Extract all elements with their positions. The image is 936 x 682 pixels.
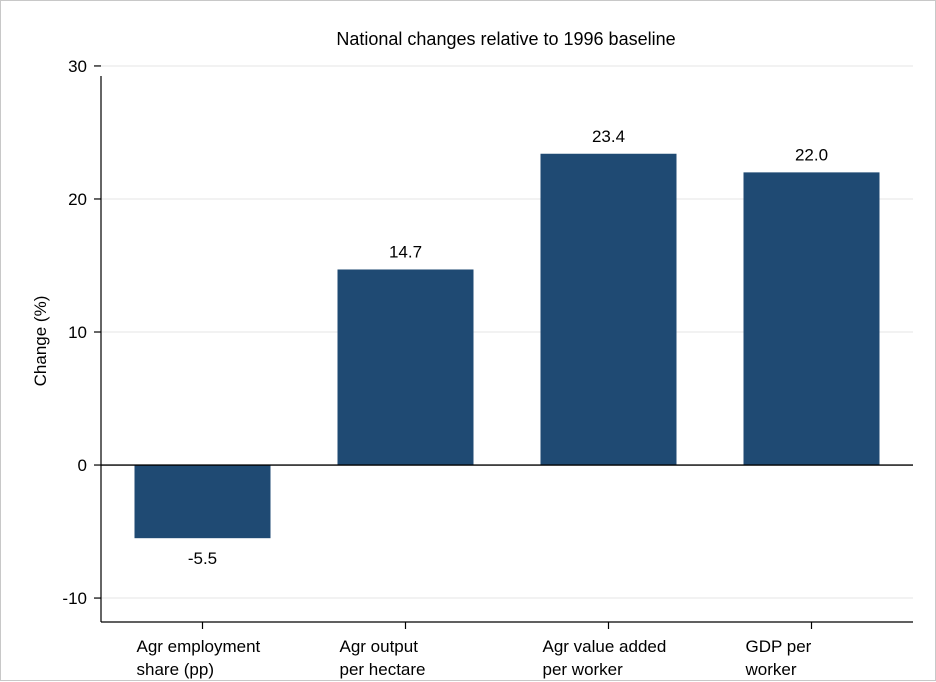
y-tick-label: 30 bbox=[68, 57, 87, 76]
bar bbox=[540, 153, 677, 466]
y-tick-label: -10 bbox=[62, 589, 87, 608]
x-tick-label: Agr value added bbox=[543, 637, 667, 656]
chart-title: National changes relative to 1996 baseli… bbox=[336, 29, 675, 49]
data-label: 22.0 bbox=[795, 145, 828, 164]
y-tick-label: 10 bbox=[68, 323, 87, 342]
x-tick-label: GDP per bbox=[746, 637, 812, 656]
y-tick-label: 20 bbox=[68, 190, 87, 209]
data-label: 14.7 bbox=[389, 242, 422, 261]
bar bbox=[743, 172, 880, 466]
x-tick-label: worker bbox=[745, 660, 797, 679]
x-tick-label: Agr employment bbox=[137, 637, 261, 656]
y-axis-title: Change (%) bbox=[31, 296, 50, 387]
x-tick-label: share (pp) bbox=[137, 660, 214, 679]
x-tick-label: Agr output bbox=[340, 637, 419, 656]
x-tick-label: per worker bbox=[543, 660, 624, 679]
bar bbox=[337, 269, 474, 466]
plot-area: -10 0 10 20 30 -5.5 Agr employment share (pp) 14… bbox=[62, 57, 913, 679]
data-label: -5.5 bbox=[188, 549, 217, 568]
data-label: 23.4 bbox=[592, 127, 625, 146]
bar bbox=[134, 465, 271, 539]
x-tick-label: per hectare bbox=[340, 660, 426, 679]
y-tick-label: 0 bbox=[78, 456, 87, 475]
